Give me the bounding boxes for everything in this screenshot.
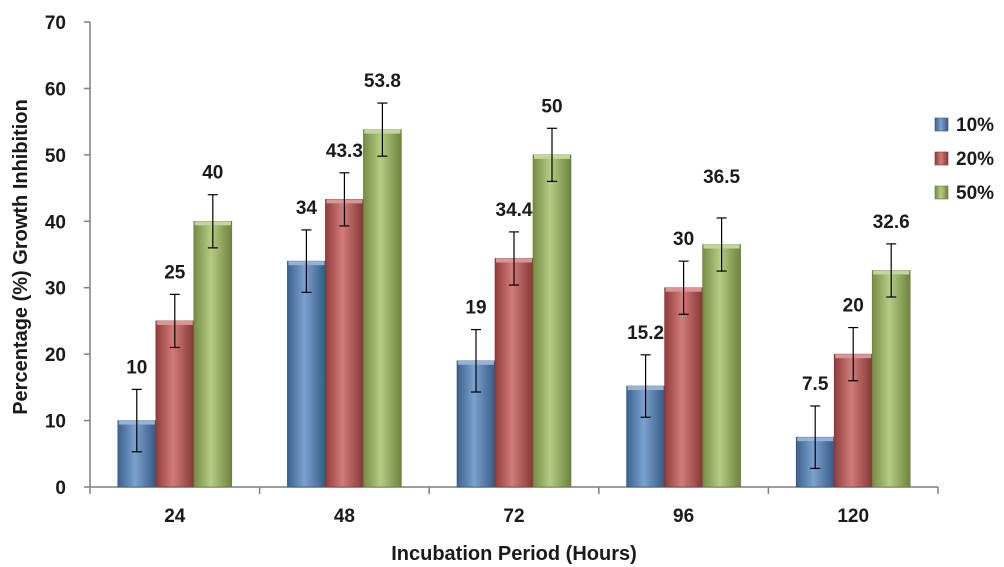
- y-tick-label: 50: [45, 146, 66, 167]
- bar-10pct-24: [117, 420, 157, 488]
- bars-group: [117, 129, 911, 488]
- y-tick-label: 20: [45, 345, 66, 366]
- x-axis: 24 48 72 96 120: [89, 486, 939, 527]
- data-label: 19: [465, 298, 486, 319]
- data-label: 15.2: [627, 323, 664, 344]
- y-tick-label: 70: [45, 13, 66, 34]
- data-label: 36.5: [703, 167, 740, 188]
- error-bar: [131, 388, 142, 453]
- x-tick-label: 48: [334, 506, 355, 527]
- data-label: 7.5: [802, 374, 829, 395]
- bar-20pct-48: [325, 199, 364, 488]
- data-label: 10: [126, 357, 147, 378]
- bar-50pct-48: [363, 129, 402, 488]
- error-bar: [471, 328, 481, 393]
- legend-label: 10%: [956, 115, 994, 136]
- error-bar: [207, 194, 218, 249]
- y-axis-title: Percentage (%) Growth Inhibition: [10, 99, 32, 415]
- bar-20pct-72: [494, 258, 534, 488]
- legend-swatch: [934, 151, 949, 166]
- data-label: 30: [673, 229, 694, 250]
- data-label: 50: [541, 96, 562, 117]
- data-label: 43.3: [326, 141, 363, 162]
- error-bar: [716, 217, 727, 272]
- bar-50pct-72: [532, 154, 572, 488]
- error-bar: [640, 354, 651, 418]
- bar-20pct-96: [664, 287, 703, 488]
- error-bars-group: [131, 102, 897, 469]
- bar-50pct-96: [702, 244, 741, 488]
- bar-50pct-120: [871, 270, 911, 488]
- x-tick-label: 96: [673, 506, 694, 527]
- y-tick-label: 30: [45, 279, 66, 300]
- x-tick-label: 72: [503, 506, 524, 527]
- x-tick-label: 24: [164, 506, 186, 527]
- bar-50pct-24: [193, 220, 233, 488]
- x-tick-label: 120: [837, 506, 869, 527]
- legend-label: 50%: [956, 183, 994, 204]
- y-tick-label: 0: [55, 478, 66, 499]
- y-tick-label: 10: [45, 412, 66, 433]
- legend-swatch: [934, 185, 949, 200]
- data-label: 53.8: [364, 71, 401, 92]
- error-bar: [301, 229, 312, 293]
- data-labels-group: 10 25 40 34 43.3 53.8 19 34.4 50 15.2 30 36.5 7.5 20 3…: [126, 71, 909, 395]
- legend: 10% 20% 50%: [934, 115, 994, 204]
- error-bar: [169, 293, 180, 349]
- bar-10pct-48: [287, 260, 326, 488]
- error-bar: [848, 326, 859, 382]
- legend-swatch: [934, 117, 949, 132]
- error-bar: [547, 127, 557, 183]
- y-tick-label: 40: [45, 212, 66, 233]
- data-label: 20: [843, 296, 864, 317]
- error-bar: [810, 405, 821, 469]
- data-label: 34: [296, 198, 318, 219]
- error-bar: [886, 243, 897, 298]
- data-label: 32.6: [873, 212, 910, 233]
- x-axis-title: Incubation Period (Hours): [391, 543, 637, 565]
- data-label: 25: [164, 262, 186, 283]
- data-label: 34.4: [496, 200, 533, 221]
- data-label: 40: [202, 163, 223, 184]
- y-axis: 0 10 20 30 40 50 60 70: [45, 13, 91, 499]
- legend-label: 20%: [956, 149, 994, 170]
- error-bar: [678, 260, 689, 315]
- error-bar: [377, 102, 388, 157]
- error-bar: [509, 231, 519, 286]
- error-bar: [339, 172, 350, 227]
- y-tick-label: 60: [45, 79, 66, 100]
